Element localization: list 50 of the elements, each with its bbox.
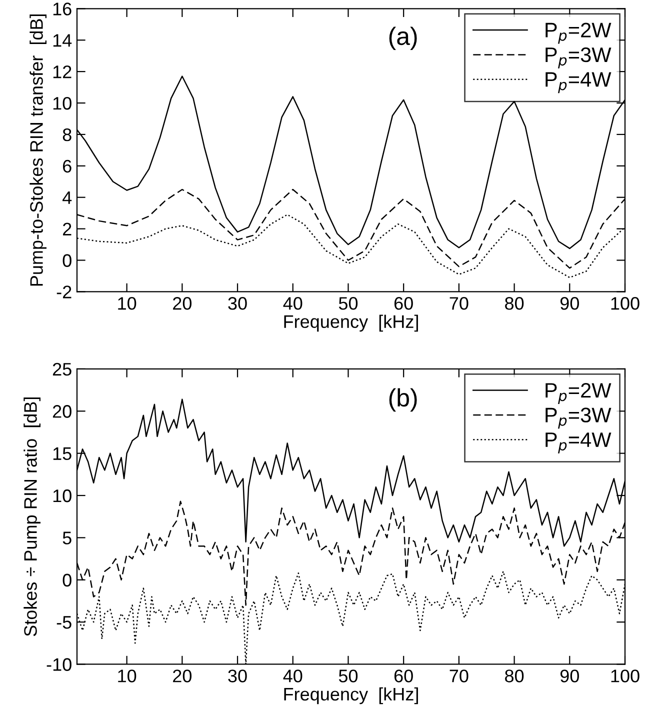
x-tick-label: 60	[394, 297, 413, 310]
y-tick-label: 0	[62, 574, 72, 587]
y-tick-label: -5	[56, 616, 72, 629]
y-tick-label: 10	[53, 489, 72, 502]
legend-label: P$_{p}$=3W	[546, 47, 612, 68]
y-tick-label: 4	[62, 191, 72, 204]
x-tick-label: 30	[228, 670, 247, 682]
x-tick-label: 100	[611, 297, 640, 310]
y-tick-label: 12	[53, 65, 72, 78]
y-axis-title: Stokes ÷ Pump RIN ratio [dB]	[24, 398, 40, 636]
x-tick-label: 80	[505, 670, 524, 682]
x-tick-label: 40	[283, 670, 302, 682]
y-tick-label: -2	[56, 286, 72, 298]
y-tick-label: 5	[62, 532, 72, 544]
y-tick-label: -10	[46, 658, 72, 671]
x-axis-title: Frequency [kHz]	[284, 687, 418, 704]
x-tick-label: 20	[173, 297, 192, 310]
x-tick-label: 20	[173, 670, 192, 682]
x-tick-label: 50	[338, 670, 358, 682]
y-tick-label: 2	[63, 222, 72, 236]
x-tick-label: 70	[450, 297, 468, 310]
y-axis-title: Pump-to-Stokes RIN transfer [dB]	[30, 14, 46, 286]
y-tick-label: 6	[63, 160, 72, 173]
x-tick-label: 10	[118, 670, 136, 682]
annotation: (a)	[389, 26, 417, 50]
annotation: (b)	[389, 388, 417, 412]
y-tick-label: 25	[52, 362, 72, 376]
y-tick-label: 15	[53, 447, 72, 460]
legend-label: P$_{p}$=4W	[546, 432, 612, 454]
y-tick-label: 20	[52, 405, 72, 418]
legend-label: P$_{p}$=2W	[546, 383, 612, 404]
x-tick-label: 30	[228, 297, 247, 310]
y-tick-label: 8	[62, 128, 72, 142]
x-tick-label: 70	[450, 670, 468, 682]
x-tick-label: 50	[338, 297, 358, 310]
x-tick-label: 10	[118, 297, 136, 310]
x-tick-label: 40	[283, 297, 302, 310]
y-tick-label: 16	[53, 2, 72, 16]
y-tick-label: 0	[62, 254, 72, 267]
y-tick-label: 10	[53, 96, 72, 110]
legend-label: P$_{p}$=2W	[546, 22, 612, 44]
legend-label: P$_{p}$=4W	[546, 72, 612, 94]
x-tick-label: 60	[394, 670, 413, 682]
x-tick-label: 80	[505, 297, 524, 310]
x-tick-label: 90	[560, 670, 579, 682]
y-tick-label: 14	[53, 34, 72, 47]
x-tick-label: 100	[611, 670, 640, 682]
x-tick-label: 90	[560, 297, 579, 310]
legend-label: P$_{p}$=3W	[546, 408, 612, 429]
x-axis-title: Frequency [kHz]	[284, 314, 418, 332]
